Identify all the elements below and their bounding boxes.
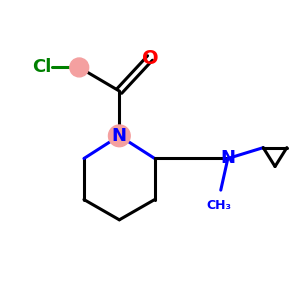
Text: N: N bbox=[220, 149, 235, 167]
Text: O: O bbox=[142, 49, 158, 68]
Text: Cl: Cl bbox=[32, 58, 51, 76]
Text: CH₃: CH₃ bbox=[206, 199, 231, 212]
Circle shape bbox=[109, 125, 130, 147]
Text: N: N bbox=[112, 127, 127, 145]
Circle shape bbox=[70, 58, 89, 77]
